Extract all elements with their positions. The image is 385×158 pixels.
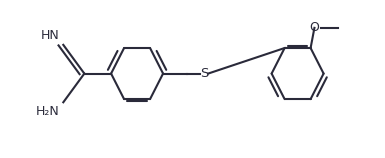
Text: O: O (310, 21, 320, 34)
Text: HN: HN (41, 29, 60, 42)
Text: S: S (200, 67, 208, 80)
Text: H₂N: H₂N (36, 105, 60, 118)
